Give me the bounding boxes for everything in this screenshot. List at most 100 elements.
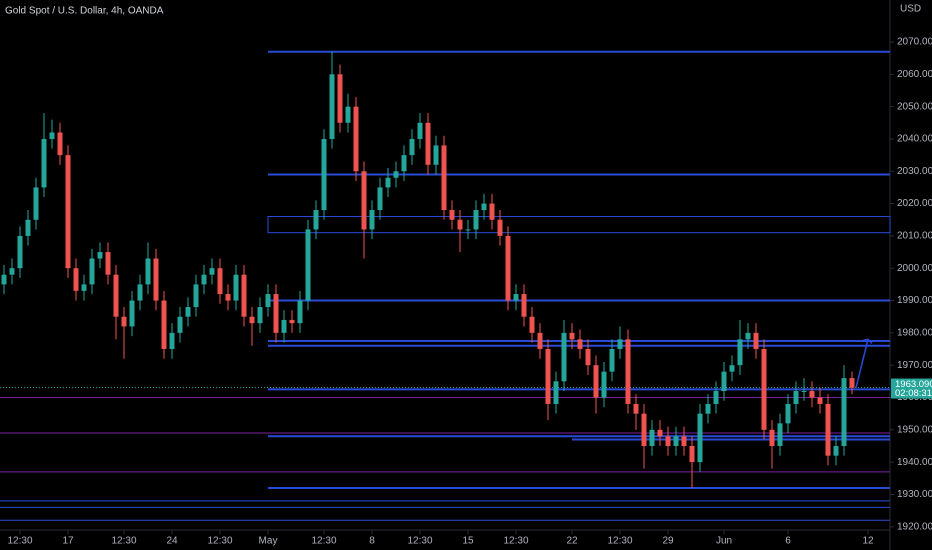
candle-body xyxy=(225,294,231,301)
candle-body xyxy=(681,436,687,446)
candle-body xyxy=(105,252,111,275)
candle-body xyxy=(321,138,327,211)
candle-body xyxy=(9,268,15,275)
candle-body xyxy=(33,187,39,220)
x-tick-label: 22 xyxy=(566,536,578,547)
candle-body xyxy=(401,155,407,172)
candle-body xyxy=(25,219,31,236)
candle-body xyxy=(241,274,247,317)
candle-body xyxy=(729,365,735,372)
candle-body xyxy=(361,171,367,230)
candle-body xyxy=(593,365,599,398)
x-tick-label: 12:30 xyxy=(607,536,632,547)
candle-body xyxy=(841,378,847,446)
candle-body xyxy=(697,413,703,463)
candle-body xyxy=(345,106,351,123)
candle-body xyxy=(305,229,311,301)
candle-body xyxy=(153,258,159,301)
candle-body xyxy=(625,339,631,404)
candle-body xyxy=(737,339,743,366)
candle-body xyxy=(601,371,607,398)
candle-body xyxy=(529,316,535,333)
candle-body xyxy=(817,397,823,404)
candle-body xyxy=(705,403,711,414)
candle-body xyxy=(569,332,575,340)
candle-body xyxy=(217,268,223,295)
candle-body xyxy=(89,258,95,285)
price-label: 1963.090 xyxy=(895,379,932,390)
candle-body xyxy=(553,381,559,404)
x-tick-label: 17 xyxy=(62,536,74,547)
candle-body xyxy=(81,284,87,291)
candle-body xyxy=(513,294,519,301)
candle-body xyxy=(265,294,271,308)
y-tick-label: 1950.000 xyxy=(897,424,932,435)
zone xyxy=(267,216,891,234)
candle-body xyxy=(617,339,623,350)
candle-body xyxy=(521,294,527,317)
candle-body xyxy=(849,378,855,388)
x-tick-label: 12:30 xyxy=(207,536,232,547)
x-tick-label: 15 xyxy=(462,536,474,547)
x-tick-label: 24 xyxy=(166,536,178,547)
candle-body xyxy=(425,122,431,165)
candle-body xyxy=(209,268,215,275)
candle-body xyxy=(457,219,463,230)
candle-body xyxy=(689,445,695,463)
chart-title: Gold Spot / U.S. Dollar, 4h, OANDA xyxy=(5,6,164,17)
y-tick-label: 2000.000 xyxy=(897,263,932,274)
candle-body xyxy=(385,177,391,188)
candle-body xyxy=(377,187,383,211)
candle-body xyxy=(169,332,175,350)
candle-body xyxy=(545,349,551,404)
candle-body xyxy=(73,268,79,291)
y-tick-label: 2010.000 xyxy=(897,231,932,242)
candle-body xyxy=(665,436,671,446)
candle-body xyxy=(281,319,287,333)
candle-body xyxy=(17,235,23,269)
candle-body xyxy=(473,210,479,230)
candle-body xyxy=(129,300,135,327)
candle-body xyxy=(761,349,767,430)
arrow-head xyxy=(862,338,873,344)
candle-body xyxy=(417,122,423,139)
candle-body xyxy=(249,316,255,324)
candle-body xyxy=(233,274,239,301)
candle-body xyxy=(337,74,343,123)
candle-body xyxy=(721,371,727,392)
candle-body xyxy=(785,403,791,424)
candle-body xyxy=(793,391,799,404)
candle-body xyxy=(577,339,583,350)
candle-body xyxy=(161,300,167,350)
candle-body xyxy=(353,106,359,172)
candle-body xyxy=(393,171,399,178)
candle-body xyxy=(441,145,447,211)
y-tick-label: 2050.000 xyxy=(897,101,932,112)
candle-body xyxy=(777,423,783,446)
candle-body xyxy=(465,229,471,231)
candle-body xyxy=(585,349,591,366)
candle-body xyxy=(641,413,647,446)
x-tick-label: 29 xyxy=(662,536,674,547)
y-tick-label: 1940.000 xyxy=(897,457,932,468)
candle-body xyxy=(497,219,503,236)
candle-body xyxy=(537,332,543,350)
candle-body xyxy=(121,316,127,327)
y-tick-label: 2020.000 xyxy=(897,198,932,209)
y-tick-label: 2070.000 xyxy=(897,37,932,48)
candle-body xyxy=(833,445,839,456)
candle-body xyxy=(753,332,759,350)
y-tick-label: 2060.000 xyxy=(897,69,932,80)
candle-body xyxy=(273,294,279,333)
y-tick-label: 2030.000 xyxy=(897,166,932,177)
candle-body xyxy=(137,284,143,301)
candle-body xyxy=(801,391,807,393)
price-label-bg xyxy=(891,378,932,399)
x-tick-label: 12:30 xyxy=(311,536,336,547)
currency: USD xyxy=(900,4,921,15)
candle-body xyxy=(481,203,487,211)
candle-body xyxy=(297,300,303,324)
candle-body xyxy=(185,307,191,317)
candle-body xyxy=(313,210,319,230)
candle-body xyxy=(673,436,679,446)
